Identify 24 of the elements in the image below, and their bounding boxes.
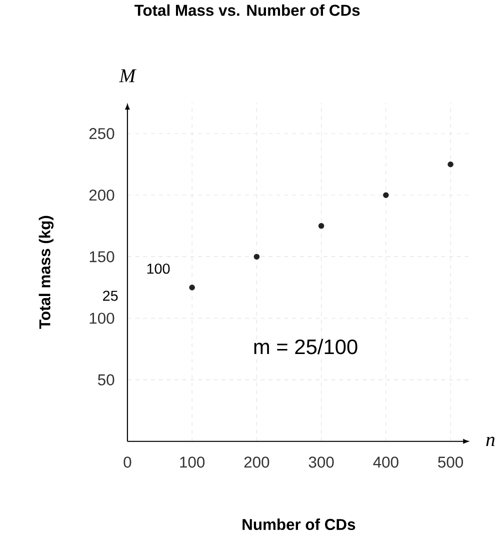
y-tick-label: 250 <box>89 128 114 140</box>
chart-title: Total Mass vs. Number of CDs <box>134 4 360 16</box>
point <box>383 192 389 198</box>
y-tick-label: 150 <box>90 251 114 262</box>
x-axis-title: Number of CDs <box>242 518 356 530</box>
x-tick-label: 0 <box>124 456 132 468</box>
point <box>448 161 454 168</box>
text: 25 <box>103 290 118 301</box>
x-tick-label: 500 <box>438 456 464 468</box>
y-axis-title: Total mass (kg) <box>38 216 54 329</box>
x-tick-label: 400 <box>373 456 398 468</box>
point <box>254 254 260 260</box>
text: n <box>486 436 495 446</box>
y-tick-label: 100 <box>90 312 114 324</box>
y-tick-label: 50 <box>98 374 114 386</box>
annotation: m = 25/100 <box>254 338 358 354</box>
point <box>189 284 195 290</box>
y-tick-label: 200 <box>89 190 114 201</box>
x-tick-label: 200 <box>244 456 270 468</box>
point <box>318 223 324 229</box>
x-tick-label: 300 <box>308 456 334 468</box>
text: M <box>119 69 137 82</box>
annotation: 100 <box>147 264 170 274</box>
x-tick-label: 100 <box>180 456 205 468</box>
